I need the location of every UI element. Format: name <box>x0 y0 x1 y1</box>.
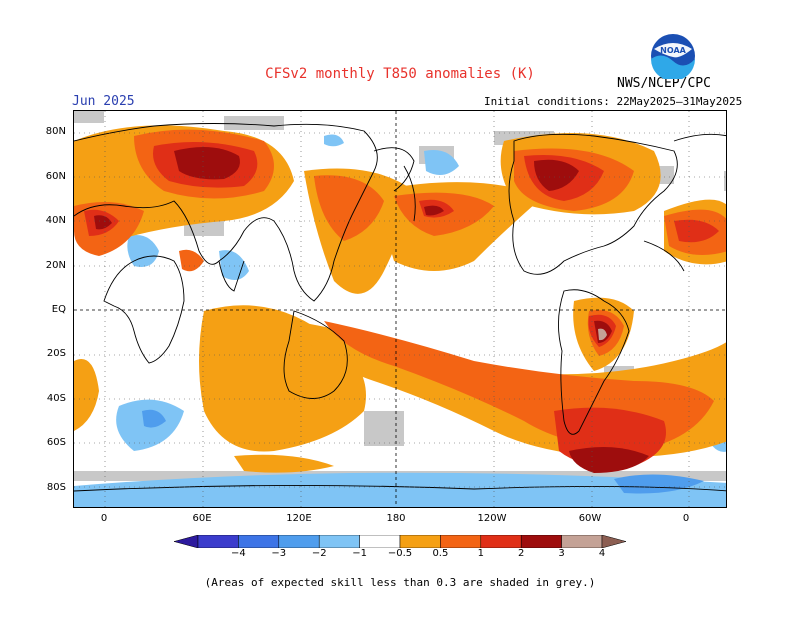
initial-conditions: Initial conditions: 22May2025–31May2025 <box>484 95 743 108</box>
lon-label: 60E <box>192 513 212 524</box>
lat-label: 60S <box>46 437 66 448</box>
colorbar-label: 3 <box>558 548 565 559</box>
lat-label: 20S <box>46 348 66 359</box>
lon-label: 120W <box>477 513 507 524</box>
lon-label: 60W <box>578 513 602 524</box>
colorbar-segment <box>561 535 603 548</box>
equator-and-dateline <box>74 111 726 507</box>
colorbar <box>174 535 626 548</box>
svg-text:NOAA: NOAA <box>660 46 686 55</box>
footnote: (Areas of expected skill less than 0.3 a… <box>204 576 596 589</box>
coastlines <box>74 123 726 492</box>
colorbar-label: 1 <box>477 548 484 559</box>
graticule <box>74 111 726 507</box>
colorbar-segment <box>318 535 360 548</box>
colorbar-label: −0.5 <box>387 548 413 559</box>
colorbar-segment <box>399 535 441 548</box>
noaa-logo-icon: NOAA <box>651 34 695 79</box>
colorbar-label: 2 <box>518 548 525 559</box>
colorbar-segment <box>440 535 482 548</box>
colorbar-segment <box>480 535 522 548</box>
lat-label: 20N <box>45 260 66 271</box>
map-title: CFSv2 monthly T850 anomalies (K) <box>265 66 535 82</box>
colorbar-label: −1 <box>352 548 367 559</box>
lon-label: 180 <box>386 513 406 524</box>
colorbar-end <box>601 535 626 548</box>
anomaly-map <box>73 110 727 508</box>
colorbar-label: −3 <box>271 548 287 559</box>
lat-label: 40S <box>46 393 66 404</box>
lat-label: 60N <box>45 171 66 182</box>
lat-label: 80S <box>46 482 66 493</box>
negative-anomalies <box>74 134 726 507</box>
colorbar-segment <box>197 535 239 548</box>
colorbar-end <box>174 535 199 548</box>
lon-label: 0 <box>100 513 108 524</box>
anomaly-3 <box>94 147 649 473</box>
agency-label: NWS/NCEP/CPC <box>617 76 711 91</box>
colorbar-label: 0.5 <box>432 548 449 559</box>
colorbar-label: −4 <box>231 548 246 559</box>
colorbar-segment <box>238 535 280 548</box>
lat-label: EQ <box>51 304 66 315</box>
colorbar-label: 4 <box>598 548 606 559</box>
anomaly-4 <box>598 328 607 341</box>
colorbar-segment <box>520 535 562 548</box>
lon-label: 0 <box>682 513 690 524</box>
lat-label: 80N <box>45 126 66 137</box>
forecast-month: Jun 2025 <box>72 94 135 109</box>
lat-label: 40N <box>45 215 66 226</box>
colorbar-label: −2 <box>311 548 327 559</box>
colorbar-segment <box>278 535 320 548</box>
colorbar-segment <box>359 535 401 548</box>
lon-label: 120E <box>286 513 312 524</box>
